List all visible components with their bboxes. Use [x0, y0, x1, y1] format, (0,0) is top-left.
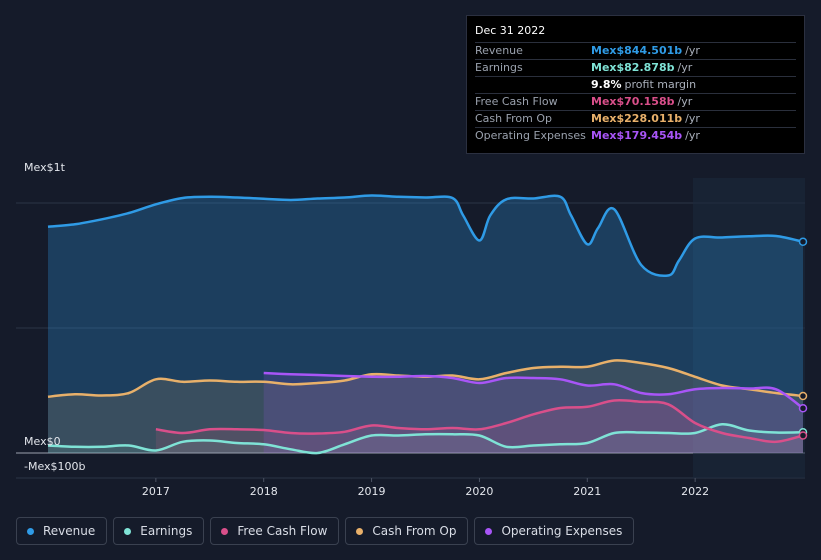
legend-dot-icon [124, 527, 132, 535]
tooltip-row: Earnings Mex$82.878b/yr [475, 59, 796, 76]
legend-item-cash-from-op[interactable]: Cash From Op [345, 517, 469, 545]
line-layer [47, 194, 804, 455]
tooltip-row: Operating Expenses Mex$179.454b/yr [475, 127, 796, 144]
tooltip-row-label: Free Cash Flow [475, 95, 558, 108]
tooltip-row-suffix: /yr [685, 112, 700, 125]
revenue-line [47, 194, 804, 277]
legend-label: Operating Expenses [501, 524, 623, 538]
earnings-area [48, 424, 803, 454]
data-tooltip: Dec 31 2022 Revenue Mex$844.501b/yr Earnin… [466, 15, 805, 154]
legend-label: Free Cash Flow [237, 524, 328, 538]
x-tick-label: 2017 [142, 485, 170, 498]
chart-legend: Revenue Earnings Free Cash Flow Cash From O… [16, 517, 635, 545]
tooltip-row-suffix: /yr [677, 95, 693, 108]
tooltip-row-label [475, 77, 591, 93]
operating-expenses-end-point [798, 404, 808, 413]
x-tick-label: 2022 [681, 485, 709, 498]
grid-layer [16, 202, 805, 482]
end-dot-layer [798, 237, 808, 440]
legend-label: Revenue [43, 524, 96, 538]
x-tick-label: 2018 [250, 485, 278, 498]
tooltip-row-label: Earnings [475, 61, 523, 74]
y-axis-bottom-label: -Mex$100b [24, 460, 86, 473]
y-axis-zero-label: Mex$0 [24, 435, 61, 448]
free-cash-flow-line [155, 399, 804, 444]
revenue-area [48, 195, 803, 453]
earnings-line [47, 423, 804, 455]
free-cash-flow-area [155, 400, 803, 453]
tooltip-row-value: Mex$70.158b [591, 95, 675, 108]
tooltip-row: 9.8% profit margin [475, 76, 796, 93]
tooltip-row-value: Mex$844.501b [591, 44, 683, 57]
x-tick-label: 2019 [358, 485, 386, 498]
tooltip-row-label: Operating Expenses [475, 129, 586, 142]
tooltip-row: Free Cash Flow Mex$70.158b/yr [475, 93, 796, 110]
tooltip-row-value: Mex$179.454b [591, 129, 683, 142]
cash-from-op-end-point [798, 391, 808, 401]
tooltip-row-suffix: /yr [677, 61, 693, 74]
legend-dot-icon [221, 527, 229, 535]
operating-expenses-line [263, 371, 804, 410]
free-cash-flow-end-point [798, 431, 808, 440]
tooltip-row-label: Revenue [475, 44, 523, 57]
tooltip-row: Revenue Mex$844.501b/yr [475, 42, 796, 59]
tooltip-rows: Revenue Mex$844.501b/yr Earnings Mex$82.878… [475, 42, 796, 144]
legend-item-free-cash-flow[interactable]: Free Cash Flow [210, 517, 340, 545]
x-tick-label: 2021 [573, 485, 601, 498]
x-axis-ticks: 2017 2018 2019 2020 2021 2022 [142, 485, 709, 498]
tooltip-row: Cash From Op Mex$228.011b/yr [475, 110, 796, 127]
legend-item-operating-expenses[interactable]: Operating Expenses [474, 517, 635, 545]
tooltip-row-value: 9.8% [591, 78, 622, 91]
legend-dot-icon [27, 527, 34, 535]
tooltip-row-suffix: /yr [685, 44, 700, 57]
tooltip-row-suffix: profit margin [624, 78, 697, 91]
tooltip-date: Dec 31 2022 [475, 24, 546, 37]
legend-item-revenue[interactable]: Revenue [16, 517, 108, 545]
tooltip-row-label: Cash From Op [475, 112, 553, 125]
legend-label: Cash From Op [372, 524, 457, 538]
area-layer [48, 195, 803, 454]
tooltip-row-value: Mex$228.011b [591, 112, 683, 125]
revenue-end-point [798, 237, 808, 246]
tooltip-row-suffix: /yr [685, 129, 700, 142]
legend-dot-icon [356, 527, 364, 535]
tooltip-row-value: Mex$82.878b [591, 61, 675, 74]
y-axis-top-label: Mex$1t [24, 161, 66, 174]
legend-item-earnings[interactable]: Earnings [113, 517, 205, 545]
legend-dot-icon [485, 527, 493, 535]
x-tick-label: 2020 [465, 485, 493, 498]
legend-label: Earnings [140, 524, 193, 538]
